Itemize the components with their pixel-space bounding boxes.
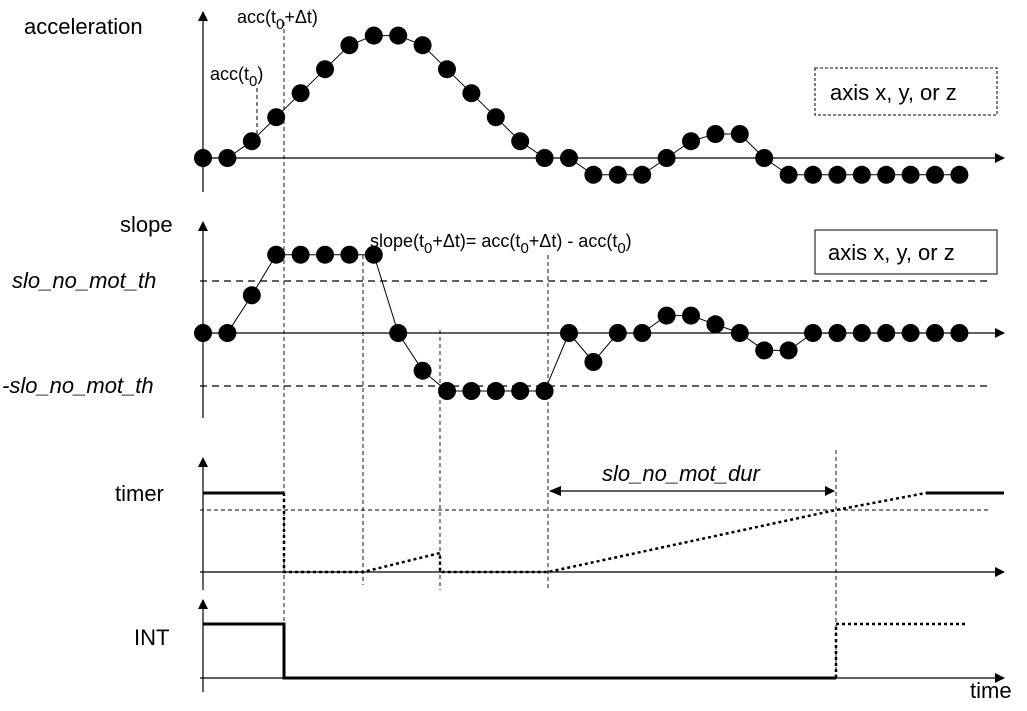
slope-point-2 xyxy=(242,286,261,305)
acceleration-point-9 xyxy=(413,36,432,55)
int-solid-trace xyxy=(203,622,836,680)
slope-point-18 xyxy=(633,324,652,342)
slope-point-7 xyxy=(364,245,383,264)
acceleration-point-29 xyxy=(901,165,920,184)
slope-point-17 xyxy=(608,324,627,342)
acceleration-point-14 xyxy=(535,149,554,167)
slope-point-23 xyxy=(755,341,774,360)
timer-axis-label: timer xyxy=(115,481,164,506)
slope-point-24 xyxy=(779,341,798,360)
slope-point-5 xyxy=(316,245,334,264)
axis-legend-box-top xyxy=(814,67,998,116)
int-axis-label: INT xyxy=(134,625,169,650)
time-markers xyxy=(283,22,837,680)
acceleration-point-0 xyxy=(194,149,212,167)
timer-ramp-trace xyxy=(282,491,927,574)
slope-point-11 xyxy=(462,382,481,400)
axis-legend-top: axis x, y, or z xyxy=(830,80,957,105)
slope-point-0 xyxy=(194,324,212,342)
slope-point-21 xyxy=(706,315,725,334)
slope-point-29 xyxy=(901,324,920,342)
acceleration-point-10 xyxy=(438,60,456,79)
acceleration-points xyxy=(194,26,969,184)
slope-point-6 xyxy=(340,245,359,264)
slope-point-8 xyxy=(389,324,408,342)
slope-point-20 xyxy=(682,306,700,325)
slope-point-3 xyxy=(267,245,286,264)
acc-t0-dt-label: acc(t0+Δt) xyxy=(237,7,318,33)
slope-points xyxy=(194,245,969,400)
acceleration-point-3 xyxy=(267,108,286,127)
acceleration-point-7 xyxy=(364,26,383,45)
slope-point-13 xyxy=(511,382,530,400)
slope-panel: slope slo_no_mot_th -slo_no_mot_th slope… xyxy=(2,212,1005,418)
slope-point-16 xyxy=(584,353,603,371)
acceleration-point-4 xyxy=(291,84,310,103)
slo-no-mot-dur-label: slo_no_mot_dur xyxy=(602,461,761,486)
slope-point-4 xyxy=(291,245,310,264)
acceleration-point-12 xyxy=(486,108,505,127)
acceleration-point-6 xyxy=(340,36,359,55)
slope-point-31 xyxy=(950,324,969,342)
acceleration-point-21 xyxy=(706,125,725,143)
slope-point-22 xyxy=(730,324,749,342)
acceleration-point-13 xyxy=(511,132,530,151)
acceleration-point-28 xyxy=(877,165,896,184)
acc-t0-label: acc(t0) xyxy=(210,64,263,90)
slope-point-9 xyxy=(413,361,432,380)
acceleration-point-24 xyxy=(779,165,798,184)
acceleration-point-31 xyxy=(950,165,969,184)
slope-point-28 xyxy=(877,324,896,342)
acceleration-point-1 xyxy=(218,149,237,167)
acceleration-point-5 xyxy=(316,60,334,79)
acceleration-point-22 xyxy=(730,125,749,143)
slope-point-10 xyxy=(438,382,456,400)
slope-point-19 xyxy=(657,306,676,325)
acceleration-point-2 xyxy=(242,132,261,151)
acceleration-point-23 xyxy=(755,149,774,167)
slope-point-15 xyxy=(560,324,578,342)
time-axis-label: time xyxy=(970,678,1012,703)
int-panel: INT time xyxy=(134,599,1012,703)
slope-point-14 xyxy=(535,382,554,400)
acceleration-point-25 xyxy=(804,165,822,184)
acceleration-point-11 xyxy=(462,84,481,103)
acceleration-point-18 xyxy=(633,165,652,184)
acceleration-point-30 xyxy=(926,165,944,184)
slope-point-12 xyxy=(486,382,505,400)
slope-formula: slope(t0+Δt)= acc(t0+Δt) - acc(t0) xyxy=(370,231,632,257)
slope-point-1 xyxy=(218,324,237,342)
acceleration-point-8 xyxy=(389,26,408,45)
axis-legend-slope: axis x, y, or z xyxy=(828,240,955,265)
axis-legend-box-slope xyxy=(814,229,998,275)
acceleration-point-15 xyxy=(560,149,578,167)
slope-point-30 xyxy=(926,324,944,342)
acceleration-point-27 xyxy=(852,165,871,184)
slope-axis-label: slope xyxy=(120,212,173,237)
acceleration-point-16 xyxy=(584,165,603,184)
acceleration-point-20 xyxy=(682,132,700,151)
slope-line xyxy=(203,254,960,392)
slope-point-25 xyxy=(804,324,822,342)
slope-point-27 xyxy=(852,324,871,342)
int-dotted-trace xyxy=(834,622,966,678)
acceleration-point-19 xyxy=(657,149,676,167)
slope-point-26 xyxy=(828,324,847,342)
acceleration-panel: acceleration acc(t0) acc(t0+Δt) axis x, … xyxy=(24,7,1005,192)
neg-slo-no-mot-th-label: -slo_no_mot_th xyxy=(2,373,154,398)
timer-panel: timer slo_no_mot_dur xyxy=(115,457,1005,590)
acceleration-point-17 xyxy=(608,165,627,184)
slo-no-mot-th-label: slo_no_mot_th xyxy=(12,268,156,293)
acceleration-axis-label: acceleration xyxy=(24,14,143,39)
acceleration-point-26 xyxy=(828,165,847,184)
